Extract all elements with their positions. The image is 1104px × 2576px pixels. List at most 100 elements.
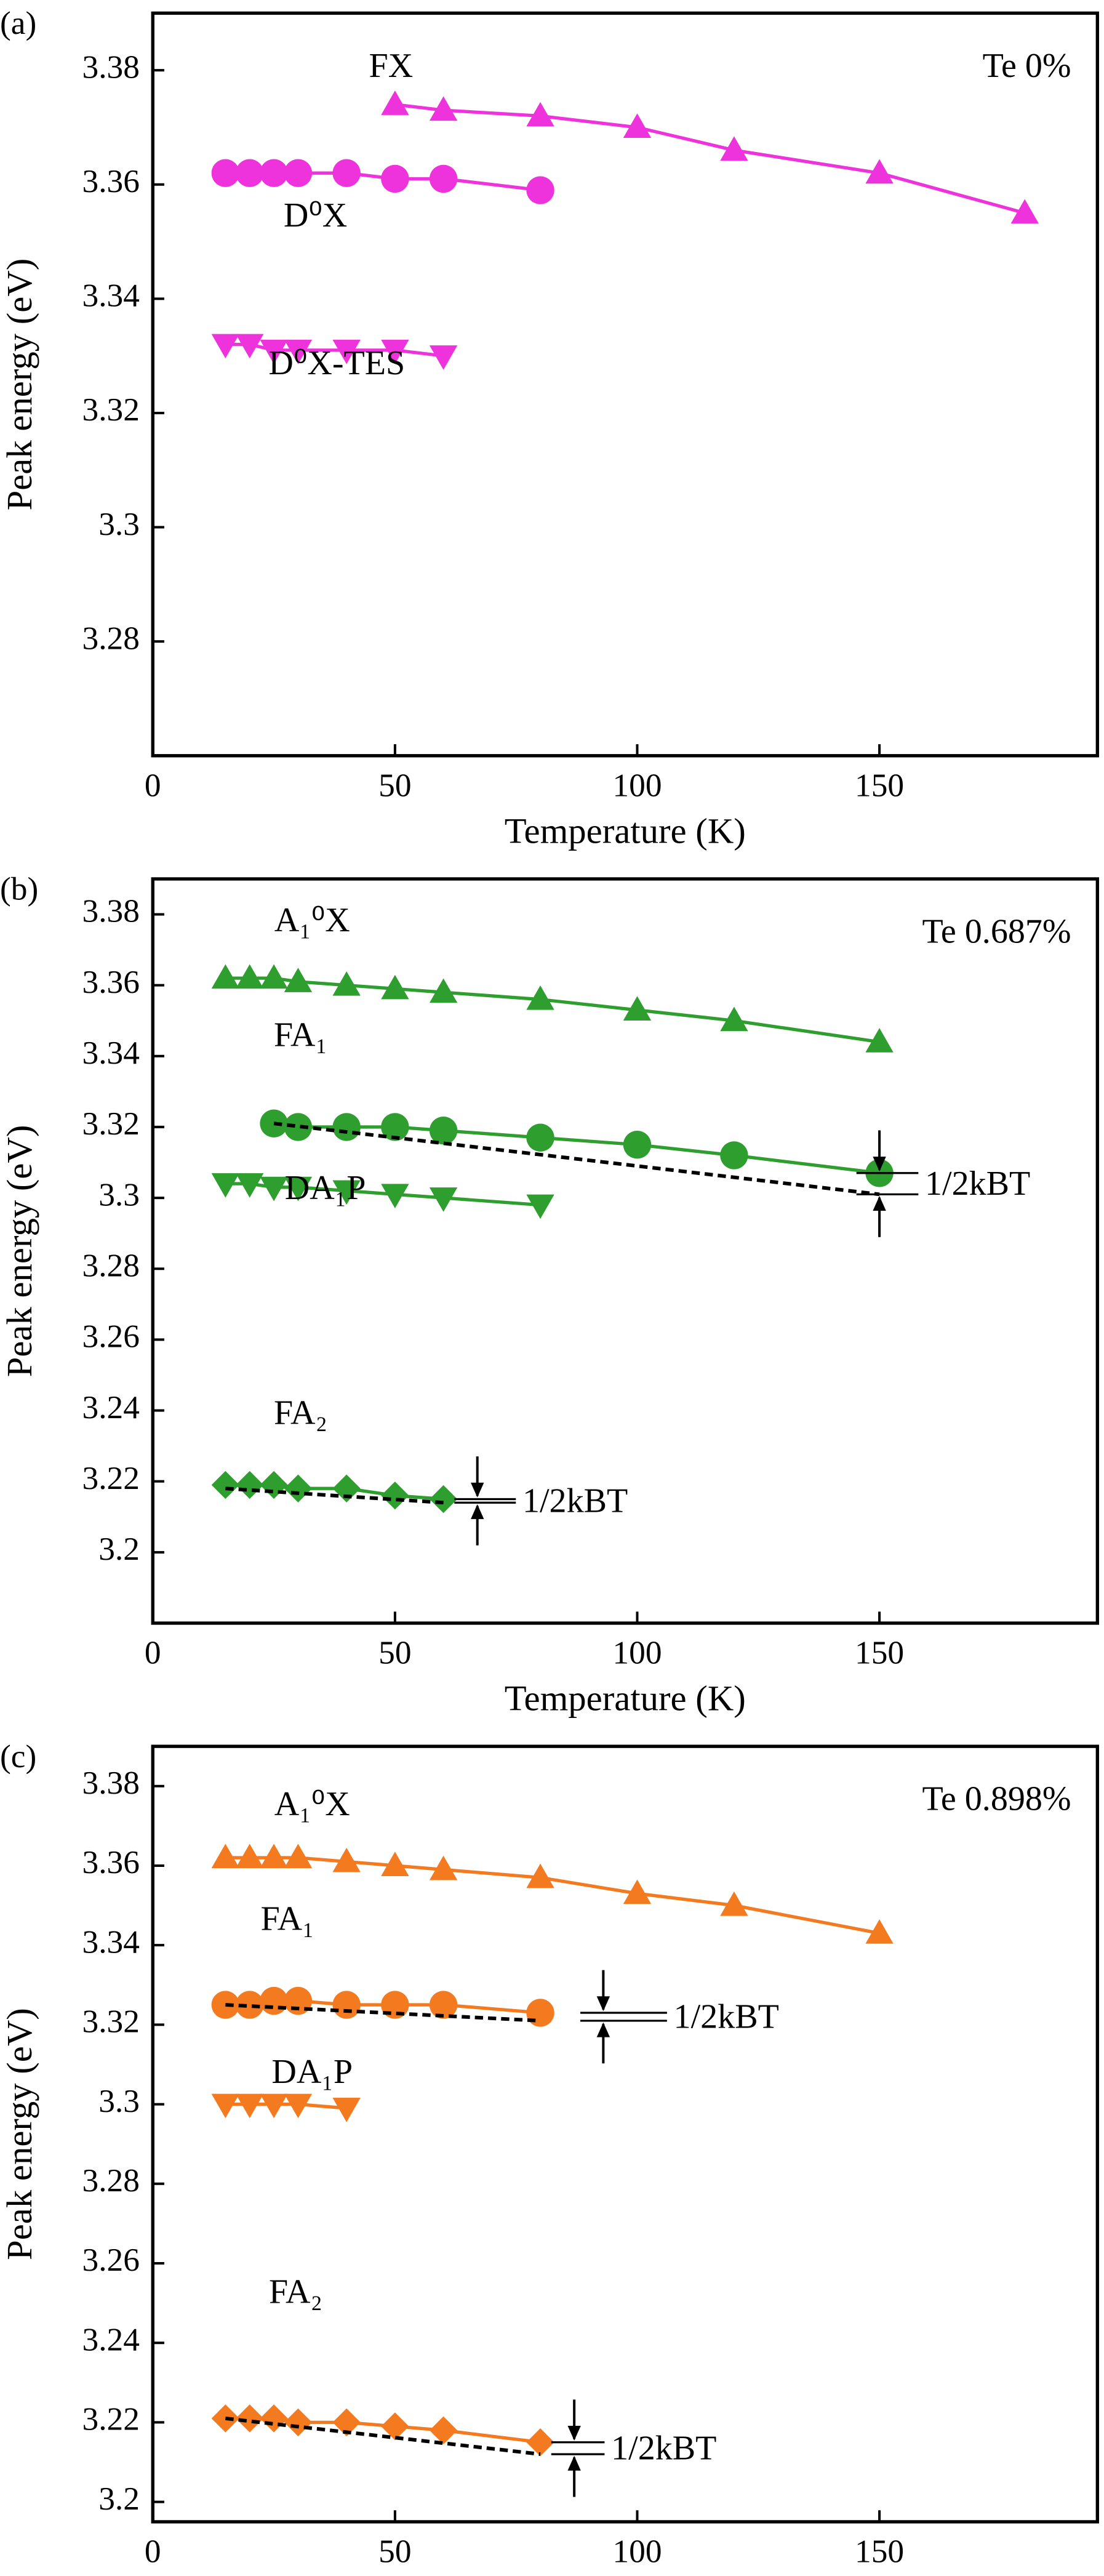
marker [260, 2404, 288, 2433]
marker [526, 1123, 554, 1152]
series-label: FA₁ [274, 1016, 327, 1054]
marker [260, 339, 288, 364]
dashed-line [273, 1121, 880, 1197]
marker [429, 164, 458, 193]
x-axis-label: Temperature (K) [505, 1679, 746, 1719]
marker [332, 339, 361, 364]
marker [332, 159, 361, 187]
marker [381, 974, 409, 1000]
annotation: 1/2kBT [522, 1482, 628, 1520]
y-tick-label: 3.2 [98, 1530, 140, 1567]
arrow-head [596, 2022, 610, 2037]
marker [236, 2404, 264, 2433]
x-axis-label: Temperature (K) [505, 811, 746, 851]
marker [236, 334, 264, 359]
y-tick-label: 3.32 [82, 391, 140, 428]
marker [260, 2093, 288, 2119]
y-tick-label: 3.34 [82, 1923, 140, 1960]
marker [211, 2093, 240, 2119]
marker [332, 1180, 361, 1205]
marker [236, 1471, 264, 1499]
series-label: FA₁ [261, 1900, 314, 1938]
marker [381, 90, 409, 115]
marker [381, 1184, 409, 1209]
marker [429, 2416, 458, 2445]
x-tick-label: 0 [145, 1634, 161, 1671]
marker [332, 971, 361, 996]
marker [211, 964, 240, 989]
marker [211, 1844, 240, 1869]
marker [236, 159, 264, 187]
x-tick-label: 50 [378, 1634, 411, 1671]
marker [526, 985, 554, 1010]
marker [429, 1116, 458, 1145]
panel-label: (c) [0, 1738, 36, 1775]
marker [260, 1986, 288, 2015]
marker [284, 1474, 313, 1503]
annotation: 1/2kBT [611, 2430, 716, 2468]
y-tick-label: 3.38 [82, 48, 140, 85]
marker [381, 339, 409, 364]
y-tick-label: 3.32 [82, 1105, 140, 1142]
marker [284, 159, 313, 187]
marker [236, 1173, 264, 1198]
arrow-head [596, 1996, 610, 2012]
panel-label: (b) [0, 870, 38, 907]
marker [332, 1474, 361, 1503]
y-tick-label: 3.24 [82, 1389, 140, 1426]
marker [429, 1855, 458, 1880]
marker [720, 1006, 748, 1032]
marker [332, 1113, 361, 1141]
x-tick-label: 50 [378, 766, 411, 803]
marker [260, 159, 288, 187]
marker [429, 1485, 458, 1514]
y-axis-label: Peak energy (eV) [0, 259, 39, 511]
marker [211, 159, 240, 187]
marker [526, 176, 554, 204]
marker [429, 1187, 458, 1212]
marker [236, 2093, 264, 2119]
y-tick-label: 3.34 [82, 277, 140, 314]
y-tick-label: 3.2 [98, 2480, 140, 2517]
marker [284, 968, 313, 992]
marker [720, 136, 748, 161]
marker [236, 1991, 264, 2019]
marker [260, 964, 288, 989]
x-tick-label: 0 [145, 766, 161, 803]
marker [260, 1176, 288, 1202]
y-tick-label: 3.3 [98, 1176, 140, 1213]
annotation: 1/2kBT [925, 1165, 1030, 1203]
marker [332, 1847, 361, 1872]
fit-line [225, 1856, 880, 1935]
marker [284, 1176, 313, 1202]
marker [236, 1844, 264, 1869]
marker [429, 1991, 458, 2019]
arrow-head [567, 2426, 581, 2441]
marker [332, 2408, 361, 2437]
y-tick-label: 3.22 [82, 2401, 140, 2438]
marker [381, 1113, 409, 1141]
marker [623, 113, 652, 138]
panel-note: Te 0.898% [922, 1780, 1071, 1818]
y-tick-label: 3.36 [82, 163, 140, 199]
fit-line [394, 103, 1025, 215]
marker [623, 1879, 652, 1904]
y-axis-label: Peak energy (eV) [0, 1125, 39, 1378]
marker [284, 1113, 313, 1141]
marker [211, 1471, 240, 1499]
x-tick-label: 150 [855, 766, 904, 803]
y-tick-label: 3.26 [82, 2241, 140, 2278]
arrow-head [471, 1482, 484, 1498]
marker [526, 102, 554, 127]
marker [623, 1131, 652, 1159]
series-label: FA₂ [274, 1394, 327, 1432]
y-tick-label: 3.26 [82, 1318, 140, 1355]
series-label: DA₁P [285, 1169, 366, 1207]
y-tick-label: 3.38 [82, 1764, 140, 1801]
plot-frame [151, 1744, 1099, 2524]
y-axis-label: Peak energy (eV) [0, 2008, 39, 2260]
x-tick-label: 100 [612, 1634, 662, 1671]
y-tick-label: 3.28 [82, 619, 140, 656]
